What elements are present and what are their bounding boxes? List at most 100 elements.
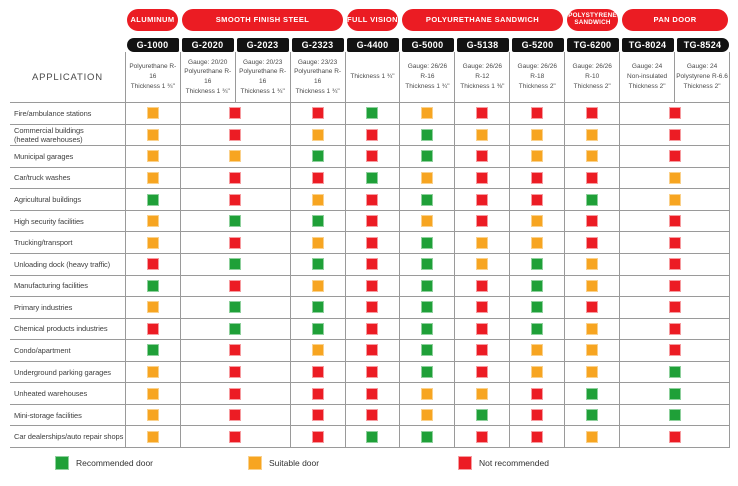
status-square-recommended (146, 193, 159, 206)
status-cell (619, 124, 729, 146)
status-square-suitable (311, 128, 324, 141)
application-label: Manufacturing facilities (14, 281, 88, 291)
status-cell (509, 318, 564, 340)
status-cell (124, 340, 180, 361)
status-cell (454, 383, 509, 404)
status-cell (344, 146, 400, 167)
status-square-not-recommended (366, 236, 379, 249)
table-row: Agricultural buildings (10, 188, 729, 210)
status-cell (179, 318, 290, 340)
status-cell (399, 146, 454, 167)
status-square-recommended (146, 279, 159, 292)
application-label: Unloading dock (heavy traffic) (14, 259, 111, 269)
status-cell (509, 253, 564, 275)
status-cell (564, 253, 619, 275)
status-square-not-recommended (668, 236, 681, 249)
recommended-swatch-icon (55, 456, 69, 470)
status-square-recommended (366, 171, 379, 184)
status-cell (124, 232, 180, 253)
status-cell (399, 253, 454, 275)
model-header: G-2023 (236, 38, 289, 52)
status-cell (509, 124, 564, 146)
table-body: Fire/ambulance stations Commercial buildi… (10, 103, 730, 448)
legend-label: Not recommended (479, 458, 549, 468)
model-header: G-5000 (401, 38, 454, 52)
model-header: G-1000 (126, 38, 179, 52)
status-square-not-recommended (229, 193, 242, 206)
status-square-suitable (586, 322, 599, 335)
status-cell (509, 404, 564, 426)
status-cell (344, 232, 400, 253)
status-cell (564, 167, 619, 189)
table-row: Unheated warehouses (10, 382, 729, 404)
table-row: Municipal garages (10, 145, 729, 167)
status-cell (179, 167, 290, 189)
status-square-suitable (586, 344, 599, 357)
status-cell (399, 189, 454, 210)
status-cell (344, 275, 400, 297)
status-cell (564, 124, 619, 146)
status-cell (289, 253, 345, 275)
status-cell (289, 361, 345, 383)
status-square-suitable (311, 344, 324, 357)
model-row: G-1000 G-2020 G-2023 G-2323 G-4400 G-5000 G-51… (125, 38, 730, 52)
status-square-not-recommended (476, 301, 489, 314)
application-label: High security facilities (14, 216, 84, 226)
status-cell (179, 275, 290, 297)
status-square-suitable (311, 279, 324, 292)
status-square-not-recommended (311, 387, 324, 400)
status-cell (344, 318, 400, 340)
status-cell (289, 167, 345, 189)
category-row: ALUMINUM SMOOTH FINISH STEEL FULL VISION PO… (125, 9, 730, 31)
status-cell (564, 383, 619, 404)
status-cell (124, 167, 180, 189)
status-square-not-recommended (586, 215, 599, 228)
table-row: Primary industries (10, 296, 729, 318)
status-square-not-recommended (476, 430, 489, 443)
status-square-recommended (311, 258, 324, 271)
status-square-recommended (531, 322, 544, 335)
model-header: TG-8524 (676, 38, 729, 52)
status-square-suitable (586, 430, 599, 443)
status-square-suitable (146, 171, 159, 184)
status-cell (509, 232, 564, 253)
status-square-not-recommended (476, 107, 489, 120)
application-label: Unheated warehouses (14, 389, 88, 399)
status-cell (344, 210, 400, 232)
status-square-not-recommended (586, 301, 599, 314)
status-cell (399, 275, 454, 297)
status-square-not-recommended (229, 279, 242, 292)
status-square-not-recommended (668, 430, 681, 443)
status-square-not-recommended (476, 171, 489, 184)
status-square-recommended (586, 193, 599, 206)
status-square-recommended (531, 258, 544, 271)
application-label: Underground parking garages (14, 367, 111, 377)
status-square-not-recommended (668, 344, 681, 357)
status-cell (564, 340, 619, 361)
status-cell (344, 103, 400, 124)
status-square-recommended (146, 344, 159, 357)
status-square-suitable (531, 150, 544, 163)
status-square-recommended (366, 430, 379, 443)
status-square-not-recommended (366, 366, 379, 379)
status-square-not-recommended (531, 387, 544, 400)
status-cell (289, 189, 345, 210)
legend-item-not-recommended: Not recommended (458, 456, 549, 470)
status-square-suitable (421, 171, 434, 184)
application-label: Trucking/transport (14, 238, 73, 248)
status-cell (179, 146, 290, 167)
status-square-suitable (586, 128, 599, 141)
status-square-recommended (421, 301, 434, 314)
table-row: Commercial buildings (heated warehouses) (10, 123, 729, 146)
status-square-suitable (531, 128, 544, 141)
status-cell (619, 189, 729, 210)
status-square-not-recommended (229, 409, 242, 422)
status-cell (619, 404, 729, 426)
status-cell (619, 361, 729, 383)
application-label: Fire/ambulance stations (14, 108, 92, 118)
status-square-recommended (229, 215, 242, 228)
status-cell (344, 426, 400, 447)
status-square-not-recommended (366, 387, 379, 400)
status-square-suitable (586, 258, 599, 271)
status-cell (124, 426, 180, 447)
